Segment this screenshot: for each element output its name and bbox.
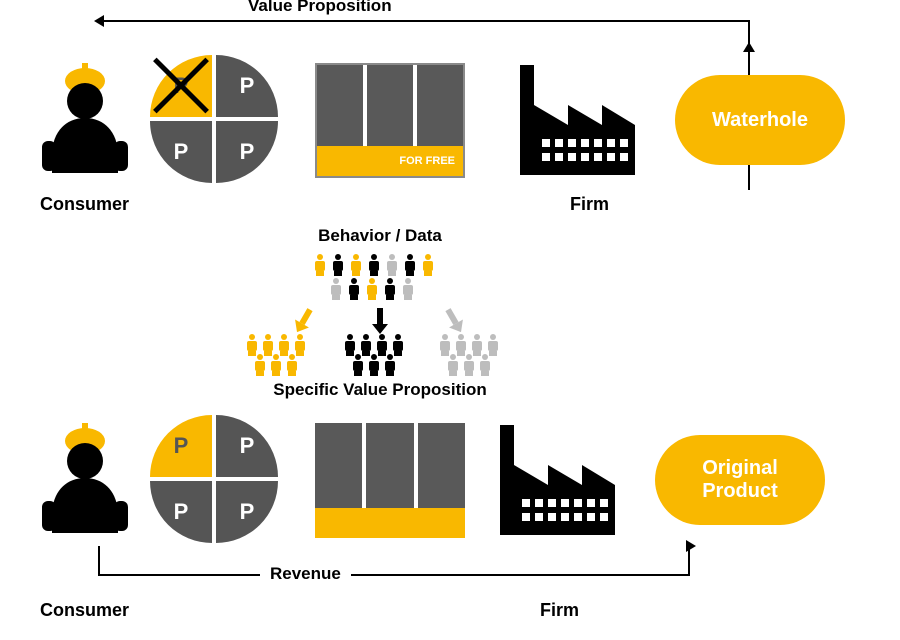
specific-value-prop-label: Specific Value Proposition [210,380,550,400]
pie-quadrant-2: P [216,55,278,117]
crowd-mixed-icon [310,254,450,304]
top-row: P P P P FOR FREE Waterhole [40,50,860,190]
arrow-left-icon [290,306,318,334]
oval-line2: Product [702,480,778,503]
consumer-label: Consumer [40,600,129,621]
pie-quadrant-2: P [216,415,278,477]
revenue-band [315,508,465,538]
pie-quadrant-1: P [150,415,212,477]
value-proposition-arrow-line [100,20,750,22]
product-box [315,423,465,538]
consumer-label: Consumer [40,194,129,215]
consumer-icon [40,63,130,178]
pie-quadrant-3: P [150,481,212,543]
product-bars [317,65,463,146]
top-section: Value Proposition P P P P FOR FREE Water… [40,20,860,220]
firm-label: Firm [570,194,609,215]
pie-quadrant-3: P [150,121,212,183]
crowd-yellow-icon [242,334,322,374]
value-proposition-label: Value Proposition [240,0,400,16]
pie-quadrant-4: P [216,121,278,183]
four-p-pie-bottom: P P P P [150,415,280,545]
product-bar [367,65,413,146]
consumer-icon [40,423,130,538]
behavior-data-label: Behavior / Data [210,226,550,246]
crowd-black-icon [340,334,420,374]
product-bar [417,65,463,146]
factory-icon [500,425,615,535]
firm-label: Firm [540,600,579,621]
oval-line1: Waterhole [712,109,808,132]
arrow-left-vertical [98,546,100,576]
pie-quadrant-1: P [150,55,212,117]
pie-quadrant-4: P [216,481,278,543]
product-bar [317,65,363,146]
oval-line1: Original [702,457,778,480]
revenue-label: Revenue [260,564,351,584]
bottom-row: P P P P Original Product [40,410,860,550]
arrow-head-right-icon [686,540,696,552]
waterhole-oval: Waterhole [675,75,845,165]
product-bar [418,423,465,508]
middle-behavior-data: Behavior / Data Specific Value Propositi… [210,226,550,396]
for-free-band: FOR FREE [317,146,463,176]
bottom-section: P P P P Original Product Revenue Consume… [40,400,860,600]
product-for-free-box: FOR FREE [315,63,465,178]
crowd-gray-icon [435,334,515,374]
arrow-center-icon [366,306,394,334]
arrow-head-left-icon [94,15,104,27]
arrow-right-icon [440,306,468,334]
product-bar [366,423,413,508]
product-bar [315,423,362,508]
factory-icon [520,65,635,175]
product-bars [315,423,465,508]
revenue-arrow-line [100,574,690,576]
original-product-oval: Original Product [655,435,825,525]
four-p-pie-top: P P P P [150,55,280,185]
